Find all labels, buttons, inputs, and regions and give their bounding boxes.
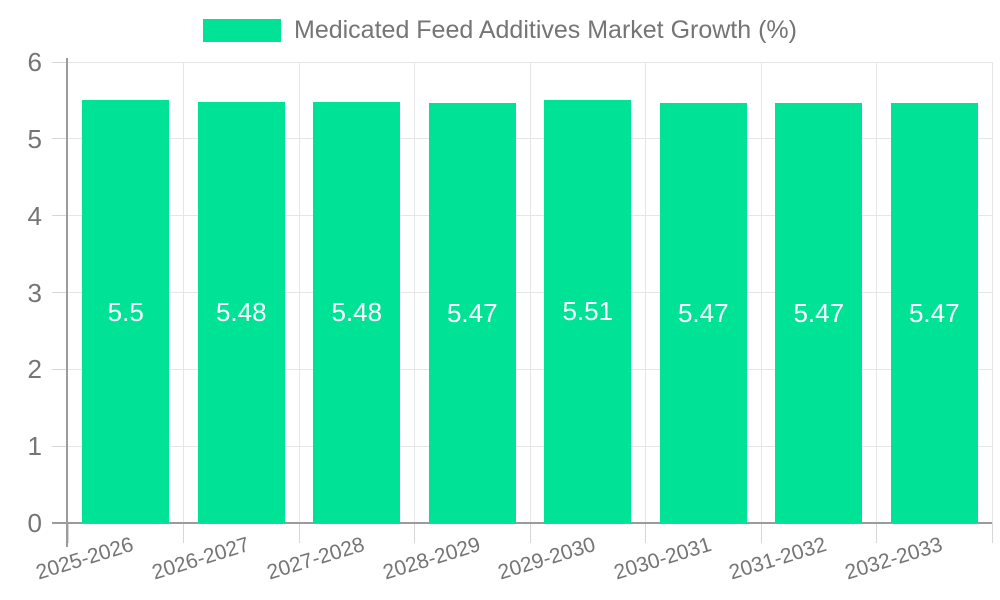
x-category-label: 2032-2033 [842, 533, 945, 585]
legend-swatch [203, 19, 281, 42]
legend-label: Medicated Feed Additives Market Growth (… [294, 16, 797, 44]
x-category-label: 2028-2029 [380, 533, 483, 585]
y-axis-tick [52, 61, 68, 63]
y-tick-label: 2 [27, 354, 42, 385]
bar-value-label: 5.47 [446, 297, 498, 328]
bar-value-label: 5.5 [107, 296, 144, 327]
bar-value-label: 5.47 [908, 297, 960, 328]
bar-value-label: 5.47 [793, 297, 845, 328]
x-axis-tick [183, 523, 184, 543]
y-tick-label: 5 [27, 123, 42, 154]
x-category-label: 2031-2032 [726, 533, 830, 585]
x-gridline [183, 62, 184, 523]
x-axis-line [52, 522, 992, 524]
y-axis-tick [52, 368, 68, 370]
x-axis-tick [414, 523, 415, 543]
bar-value-label: 5.51 [562, 296, 614, 327]
y-tick-label: 1 [27, 431, 42, 462]
x-gridline [645, 62, 646, 523]
x-axis-tick [876, 523, 877, 543]
x-gridline [529, 62, 531, 523]
x-axis-tick [529, 523, 531, 543]
x-category-label: 2025-2026 [33, 533, 137, 585]
x-gridline [991, 62, 993, 523]
bar-value-label: 5.48 [331, 297, 383, 328]
y-axis-tick [52, 292, 68, 293]
y-tick-label: 0 [27, 508, 42, 538]
bar[interactable] [313, 101, 401, 523]
y-tick-label: 4 [27, 200, 42, 231]
x-category-label: 2026-2027 [149, 533, 252, 585]
x-gridline [876, 62, 877, 523]
x-axis-tick [645, 523, 646, 543]
y-axis-line [66, 58, 68, 547]
bar[interactable] [890, 102, 978, 523]
y-axis-tick [52, 445, 68, 447]
x-axis-tick [298, 523, 300, 543]
bar[interactable] [428, 102, 516, 523]
x-category-label: 2029-2030 [495, 533, 599, 585]
x-axis-tick [760, 523, 762, 543]
bar[interactable] [775, 102, 863, 523]
bar[interactable] [659, 102, 747, 523]
bar-value-label: 5.47 [677, 297, 729, 328]
y-tick-label: 3 [27, 277, 42, 308]
x-axis-tick [67, 523, 69, 543]
x-category-label: 2027-2028 [264, 533, 368, 585]
y-axis-tick [52, 215, 68, 217]
bar[interactable] [197, 101, 285, 523]
bar[interactable] [544, 99, 632, 523]
x-gridline [298, 62, 300, 523]
chart-legend-item[interactable]: Medicated Feed Additives Market Growth (… [0, 16, 1000, 45]
x-gridline [414, 62, 415, 523]
x-category-label: 2030-2031 [611, 533, 714, 585]
x-axis-tick [991, 523, 993, 543]
y-axis-tick [52, 138, 68, 140]
x-gridline [760, 62, 762, 523]
bar[interactable] [82, 100, 170, 523]
y-tick-label: 6 [27, 47, 42, 77]
bar-value-label: 5.48 [215, 297, 267, 328]
